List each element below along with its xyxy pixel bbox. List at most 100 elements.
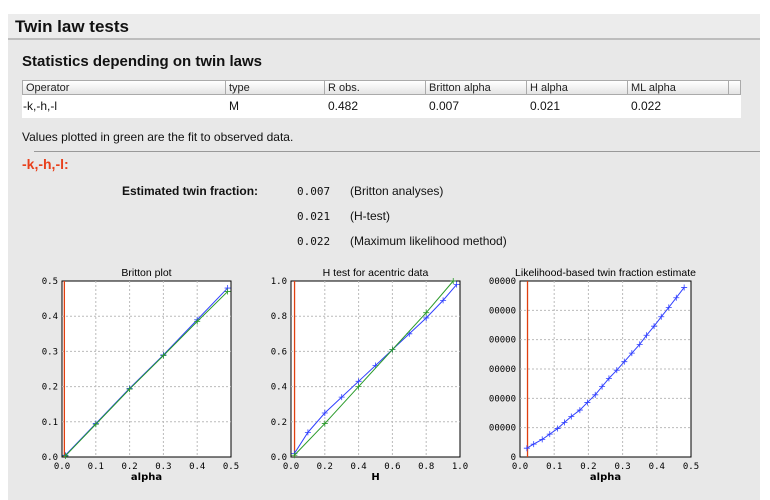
data-point (651, 323, 658, 330)
data-point (681, 284, 688, 291)
data-point (628, 350, 635, 357)
x-tick-label: 0.3 (614, 462, 630, 472)
chart-title: Likelihood-based twin fraction estimate (515, 267, 696, 279)
column-header-extra (728, 80, 741, 95)
data-point (423, 314, 430, 321)
x-tick-label: 1.0 (452, 462, 468, 472)
data-point (613, 367, 620, 374)
note-text: Values plotted in green are the fit to o… (22, 130, 294, 144)
data-point (160, 352, 167, 359)
data-point (665, 304, 672, 311)
data-point (523, 445, 530, 452)
x-tick-label: 0.1 (546, 462, 562, 472)
x-axis-label: alpha (590, 472, 621, 483)
x-tick-label: 0.0 (54, 462, 70, 472)
data-point (636, 341, 643, 348)
x-tick-label: 0.1 (88, 462, 104, 472)
x-axis-label: alpha (131, 472, 162, 483)
y-tick-label: 00000 (489, 365, 516, 375)
column-header-ml-alpha[interactable]: ML alpha (627, 80, 729, 95)
data-point (304, 429, 311, 436)
x-tick-label: 0.0 (283, 462, 299, 472)
y-tick-label: 00000 (489, 336, 516, 346)
column-header-r-obs[interactable]: R obs. (324, 80, 426, 95)
data-point (291, 452, 298, 459)
x-tick-label: 0.5 (683, 462, 699, 472)
estimate-method-britton: (Britton analyses) (350, 184, 444, 198)
data-point (568, 413, 575, 420)
x-tick-label: 0.5 (223, 462, 239, 472)
x-tick-label: 0.6 (384, 462, 400, 472)
data-point (126, 386, 133, 393)
x-tick-label: 0.2 (580, 462, 596, 472)
series-line-1 (294, 280, 454, 456)
data-point (389, 346, 396, 353)
y-tick-label: 0.4 (42, 312, 58, 322)
x-tick-label: 0.2 (121, 462, 137, 472)
plot-area (61, 280, 232, 458)
data-point (592, 391, 599, 398)
x-tick-label: 0.3 (155, 462, 171, 472)
data-point (584, 399, 591, 406)
estimate-method-h: (H-test) (350, 209, 390, 223)
cell-britton-alpha: 0.007 (429, 99, 460, 113)
data-point (355, 378, 362, 385)
x-tick-label: 0.4 (189, 462, 205, 472)
y-tick-label: 0.0 (42, 453, 58, 463)
cell-type: M (229, 99, 239, 113)
y-tick-label: 0.1 (42, 418, 58, 428)
data-point (576, 407, 583, 414)
y-tick-label: 0.8 (271, 312, 287, 322)
data-point (605, 375, 612, 382)
column-header-operator[interactable]: Operator (22, 80, 226, 95)
x-axis-label: H (371, 472, 379, 483)
data-point (546, 431, 553, 438)
y-tick-label: 0.2 (42, 383, 58, 393)
x-tick-label: 0.0 (512, 462, 528, 472)
y-tick-label: 0.2 (271, 418, 287, 428)
y-tick-label: 00000 (489, 424, 516, 434)
y-tick-label: 00000 (489, 306, 516, 316)
x-tick-label: 0.4 (350, 462, 366, 472)
section-header: Twin law tests (8, 14, 760, 40)
chart-2: Likelihood-based twin fraction estimate a… (489, 267, 699, 483)
x-tick-label: 0.8 (418, 462, 434, 472)
series-line-0 (526, 287, 685, 449)
data-point (561, 419, 568, 426)
data-point (599, 383, 606, 390)
y-tick-label: 0.3 (42, 347, 58, 357)
column-header-type[interactable]: type (225, 80, 325, 95)
estimate-label: Estimated twin fraction: (122, 184, 259, 198)
cell-ml-alpha: 0.022 (631, 99, 662, 113)
estimate-value-h: 0.021 (297, 210, 331, 223)
data-point (554, 425, 561, 432)
y-tick-label: 00000 (489, 277, 516, 287)
y-tick-label: 0.6 (271, 347, 287, 357)
y-tick-label: 1.0 (271, 277, 287, 287)
chart-title: H test for acentric data (323, 267, 429, 279)
x-tick-label: 0.4 (649, 462, 665, 472)
estimate-value-ml: 0.022 (297, 235, 331, 248)
data-point (539, 436, 546, 443)
y-tick-label: 0.4 (271, 383, 287, 393)
data-point (321, 420, 328, 427)
data-point (194, 318, 201, 325)
data-point (673, 294, 680, 301)
data-point (423, 309, 430, 316)
data-point (450, 278, 457, 284)
operator-heading: -k,-h,-l: (22, 156, 69, 172)
data-point (621, 358, 628, 365)
data-point (338, 394, 345, 401)
data-point (355, 383, 362, 390)
data-point (453, 281, 460, 288)
estimate-method-ml: (Maximum likelihood method) (350, 234, 507, 248)
data-point (62, 452, 69, 459)
chart-1: H test for acentric data H 0.0 0.2 0.4 0.6 0.8… (271, 267, 468, 483)
estimate-value-britton: 0.007 (297, 185, 331, 198)
y-tick-label: 0 (511, 453, 516, 463)
data-point (643, 332, 650, 339)
cell-h-alpha: 0.021 (530, 99, 561, 113)
series-line-1 (65, 291, 228, 457)
plot-area (290, 280, 461, 458)
